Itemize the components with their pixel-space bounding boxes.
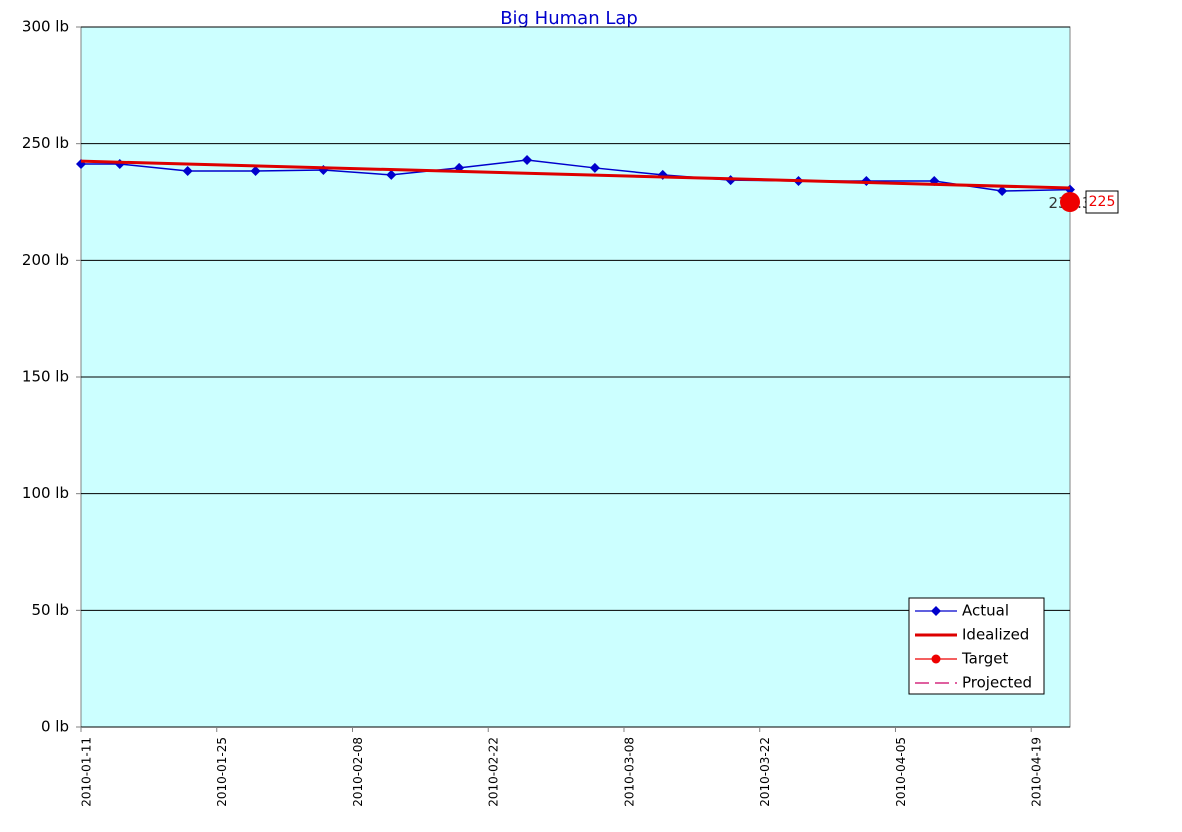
y-tick-label: 100 lb — [22, 484, 69, 502]
marker — [589, 162, 600, 173]
x-tick-label: 2010-01-11 — [80, 737, 94, 807]
y-tick-label: 150 lb — [22, 368, 69, 386]
legend-box — [908, 597, 1045, 695]
series-line — [80, 159, 1071, 190]
chart-title: Big Human Lap — [500, 8, 638, 29]
data-label: 225 — [1089, 194, 1116, 210]
marker — [997, 186, 1008, 197]
legend-marker — [931, 654, 941, 664]
legend-label: Target — [961, 650, 1009, 668]
y-tick-label: 0 lb — [41, 718, 69, 736]
series-line — [81, 159, 1071, 192]
y-tick-label: 300 lb — [22, 18, 69, 36]
x-tick-label: 2010-04-19 — [1030, 737, 1044, 807]
y-tick-label: 200 lb — [22, 251, 69, 269]
marker — [182, 165, 193, 176]
legend-label: Projected — [962, 674, 1032, 692]
x-tick-label: 2010-02-22 — [487, 737, 501, 807]
legend-label: Actual — [962, 602, 1009, 620]
y-tick-label: 250 lb — [22, 134, 69, 152]
x-tick-label: 2010-02-08 — [351, 737, 365, 807]
legend-label: Idealized — [962, 626, 1029, 644]
x-tick-label: 2010-03-22 — [758, 737, 772, 807]
x-tick-label: 2010-01-25 — [215, 737, 229, 807]
y-tick-label: 50 lb — [31, 601, 69, 619]
marker — [386, 169, 397, 180]
marker — [522, 155, 533, 165]
x-tick-label: 2010-04-05 — [894, 737, 908, 807]
legend-marker — [931, 606, 941, 616]
marker — [250, 165, 261, 176]
marker — [1060, 192, 1080, 212]
x-tick-label: 2010-03-08 — [622, 737, 636, 807]
label-box — [1085, 190, 1119, 214]
